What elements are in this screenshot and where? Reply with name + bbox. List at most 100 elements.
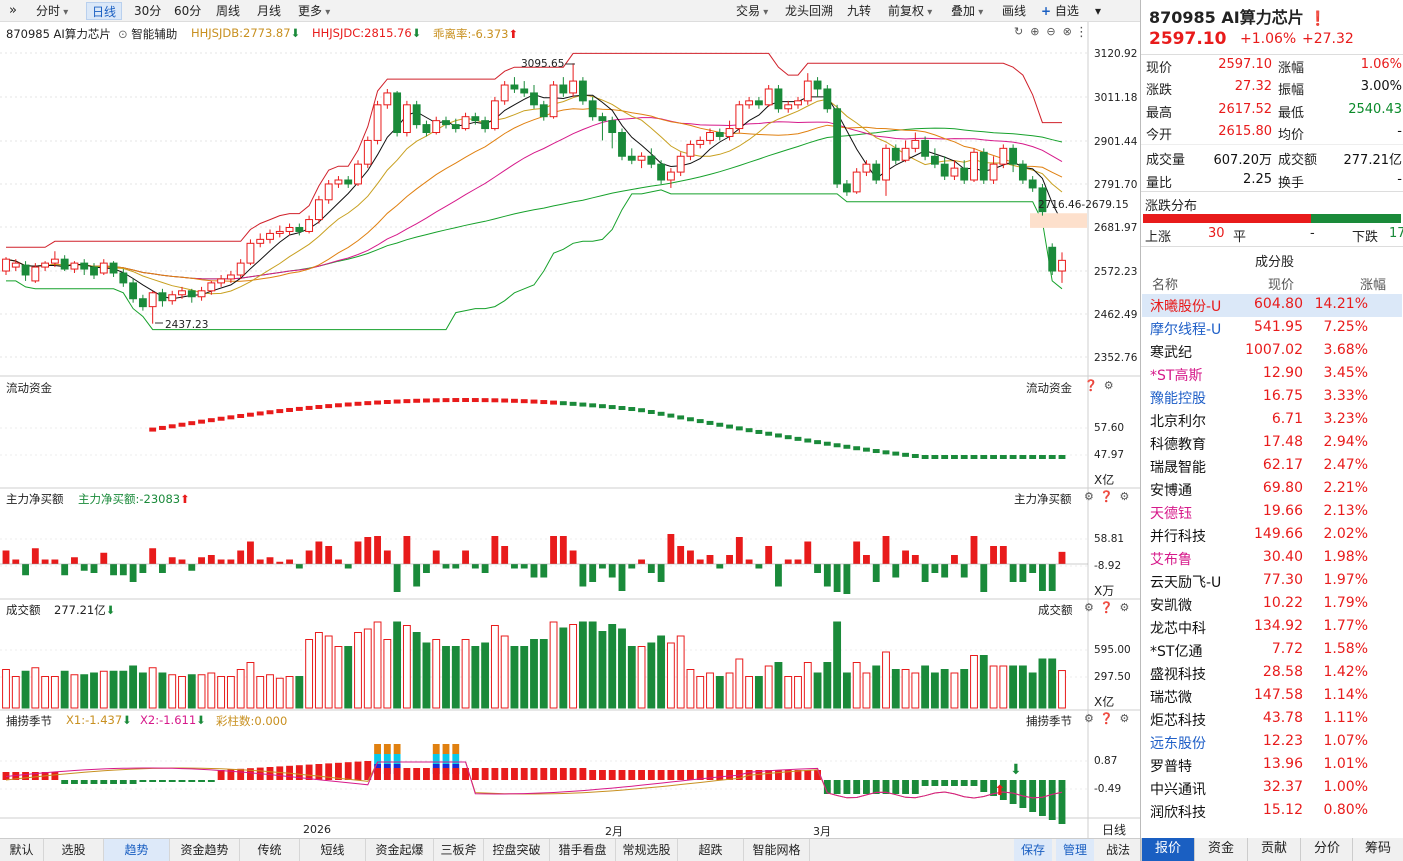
- panel-help-icons[interactable]: ❓⚙: [1084, 379, 1120, 392]
- panel-help-icons[interactable]: ⚙❓⚙: [1084, 490, 1136, 503]
- period-fenshi[interactable]: 分时: [31, 2, 73, 20]
- list-item[interactable]: 并行科技 149.66 2.02%: [1142, 524, 1402, 547]
- trade-button[interactable]: 交易: [731, 2, 773, 20]
- net-bar: [149, 548, 157, 564]
- tab-capital[interactable]: 资金: [1194, 838, 1247, 861]
- envelope-lower: [6, 189, 1063, 331]
- smart-assist-toggle[interactable]: ⊙ 智能辅助: [118, 27, 178, 41]
- list-item[interactable]: 远东股份 12.23 1.07%: [1142, 731, 1402, 754]
- chart-controls[interactable]: ↻⊕⊖⊗: [1014, 25, 1079, 38]
- down-bar: [1311, 214, 1401, 223]
- more-icon[interactable]: ⋮: [1075, 25, 1088, 40]
- flow-bar: [941, 455, 949, 459]
- list-item[interactable]: 盛视科技 28.58 1.42%: [1142, 662, 1402, 685]
- season-bar: [726, 770, 733, 780]
- draw-button[interactable]: 画线: [1002, 4, 1027, 18]
- list-item[interactable]: 润欣科技 15.12 0.80%: [1142, 800, 1402, 823]
- flow-bar: [999, 455, 1007, 459]
- season-bar: [765, 770, 773, 780]
- candle-body: [637, 155, 646, 161]
- tab-trend[interactable]: 趋势: [104, 839, 170, 861]
- list-item[interactable]: 天德钰 19.66 2.13%: [1142, 501, 1402, 524]
- list-item[interactable]: 北京利尔 6.71 3.23%: [1142, 409, 1402, 432]
- adjust-button[interactable]: 前复权: [883, 2, 937, 20]
- tab-capital-trend[interactable]: 资金趋势: [170, 839, 240, 861]
- flow-bar: [276, 409, 284, 414]
- period-more[interactable]: 更多: [293, 2, 335, 20]
- season-bar: [833, 780, 841, 794]
- tab-contribution[interactable]: 贡献: [1247, 838, 1300, 861]
- stock-name: 北京利尔: [1150, 414, 1206, 430]
- tab-three-axes[interactable]: 三板斧: [434, 839, 484, 861]
- tab-default[interactable]: 默认: [0, 839, 44, 861]
- list-item[interactable]: 豫能控股 16.75 3.33%: [1142, 386, 1402, 409]
- tab-regular[interactable]: 常规选股: [616, 839, 678, 861]
- overlay-button[interactable]: 叠加: [946, 2, 988, 20]
- volume-bar: [21, 670, 30, 709]
- tab-chips[interactable]: 筹码: [1352, 838, 1403, 861]
- tab-oversold[interactable]: 超跌: [678, 839, 744, 861]
- manage-button[interactable]: 管理: [1056, 839, 1094, 861]
- tab-select[interactable]: 选股: [44, 839, 104, 861]
- net-bar: [393, 564, 401, 592]
- flow-bar: [256, 411, 264, 416]
- list-item[interactable]: 寒武纪 1007.02 3.68%: [1142, 340, 1402, 363]
- nine-turn-button[interactable]: 九转: [847, 4, 872, 18]
- net-bar: [491, 536, 499, 564]
- net-bar: [677, 546, 685, 564]
- volume-bar: [745, 676, 754, 709]
- list-item[interactable]: 罗普特 13.96 1.01%: [1142, 754, 1402, 777]
- list-item[interactable]: 艾布鲁 30.40 1.98%: [1142, 547, 1402, 570]
- list-item[interactable]: 安凯微 10.22 1.79%: [1142, 593, 1402, 616]
- flow-bar: [159, 425, 166, 430]
- period-weekly[interactable]: 周线: [216, 4, 241, 18]
- volume-bar: [784, 676, 793, 709]
- season-bar: [540, 768, 548, 780]
- tab-control-break[interactable]: 控盘突破: [484, 839, 550, 861]
- list-item[interactable]: 瑞芯微 147.58 1.14%: [1142, 685, 1402, 708]
- strategy-button[interactable]: 战法: [1105, 843, 1130, 857]
- leader-backtrack-button[interactable]: 龙头回溯: [785, 4, 834, 18]
- period-daily[interactable]: 日线: [86, 2, 123, 20]
- double-chevron-right-icon[interactable]: »: [9, 3, 17, 18]
- period-60min[interactable]: 60分: [174, 4, 202, 18]
- tab-hunter[interactable]: 猎手看盘: [550, 839, 616, 861]
- season-bar: [393, 768, 401, 780]
- panel-help-icons[interactable]: ⚙❓⚙: [1084, 712, 1136, 725]
- list-item[interactable]: 瑞晟智能 62.17 2.47%: [1142, 455, 1402, 478]
- list-item[interactable]: 沐曦股份-U 604.80 14.21%: [1142, 294, 1402, 317]
- season-band: [393, 744, 401, 754]
- list-item[interactable]: *ST亿通 7.72 1.58%: [1142, 639, 1402, 662]
- volume-bar: [901, 669, 910, 709]
- volume-bar: [109, 670, 118, 709]
- candle-body: [588, 100, 597, 118]
- tab-quote[interactable]: 报价: [1141, 838, 1194, 861]
- list-item[interactable]: 炬芯科技 43.78 1.11%: [1142, 708, 1402, 731]
- list-item[interactable]: 龙芯中科 134.92 1.77%: [1142, 616, 1402, 639]
- list-item[interactable]: 科德教育 17.48 2.94%: [1142, 432, 1402, 455]
- tab-capital-burst[interactable]: 资金起爆: [366, 839, 434, 861]
- chart-canvas[interactable]: ⬇⬆: [0, 22, 1140, 838]
- list-item[interactable]: 安博通 69.80 2.21%: [1142, 478, 1402, 501]
- volume-bar: [686, 669, 695, 709]
- candle-body: [422, 124, 431, 134]
- info-icon: ❗: [1309, 11, 1327, 27]
- period-30min[interactable]: 30分: [134, 4, 162, 18]
- tab-traditional[interactable]: 传统: [240, 839, 300, 861]
- list-item[interactable]: 摩尔线程-U 541.95 7.25%: [1142, 317, 1402, 340]
- list-item[interactable]: 中兴通讯 32.37 1.00%: [1142, 777, 1402, 800]
- season-band: [442, 744, 450, 754]
- tab-short[interactable]: 短线: [300, 839, 366, 861]
- list-item[interactable]: 云天励飞-U 77.30 1.97%: [1142, 570, 1402, 593]
- period-monthly[interactable]: 月线: [257, 4, 282, 18]
- candle-body: [559, 84, 568, 94]
- list-item[interactable]: *ST高斯 12.90 3.45%: [1142, 363, 1402, 386]
- watchlist-button[interactable]: + 自选: [1041, 4, 1079, 18]
- net-bar: [276, 561, 284, 564]
- tab-grid[interactable]: 智能网格: [744, 839, 810, 861]
- watchlist-dropdown[interactable]: ▾: [1095, 4, 1102, 18]
- tab-price-dist[interactable]: 分价: [1300, 838, 1353, 861]
- save-button[interactable]: 保存: [1014, 839, 1052, 861]
- kline-chart-area[interactable]: ⬇ ⬆ 870985 AI算力芯片 ⊙ 智能辅助 HHJSJDB:2773.87⬇…: [0, 22, 1140, 838]
- panel-help-icons[interactable]: ⚙❓⚙: [1084, 601, 1136, 614]
